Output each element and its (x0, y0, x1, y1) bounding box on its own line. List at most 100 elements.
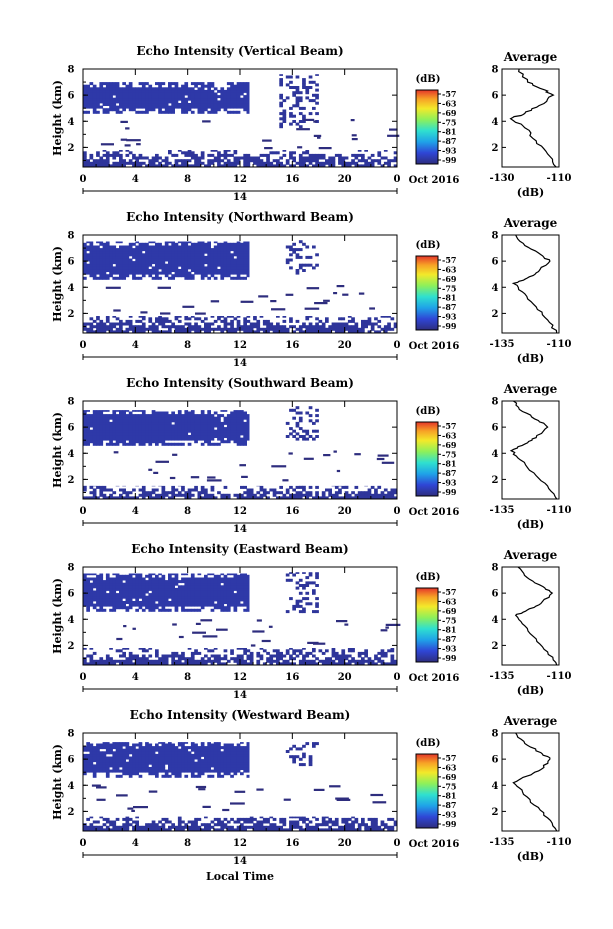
colorbar-unit: (dB) (416, 406, 441, 417)
x-tick-label: 0 (80, 340, 87, 351)
profile-y-tick-label: 6 (492, 589, 499, 600)
profile-x-label: (dB) (517, 186, 544, 199)
sparse-echo (100, 118, 400, 150)
y-tick-label: 6 (68, 257, 75, 268)
profile-y-tick-label: 6 (492, 257, 499, 268)
profile-frame (501, 566, 560, 666)
date-label: Oct 2016 (409, 341, 460, 352)
profile-y-tick-label: 6 (492, 755, 499, 766)
y-axis-label: Height (km) (51, 246, 64, 322)
y-tick-label: 4 (68, 283, 75, 294)
colorbar (415, 255, 439, 331)
y-tick-label: 6 (68, 755, 75, 766)
profile-frame (501, 732, 560, 832)
sparse-echo (105, 285, 375, 315)
profile-line (514, 566, 558, 666)
colorbar-label: -69 (442, 440, 457, 450)
profile-y-tick-label: 8 (492, 65, 499, 76)
colorbar-label: -57 (442, 89, 456, 99)
sparse-echo (91, 784, 387, 812)
colorbar-label: -99 (442, 487, 457, 497)
y-tick-label: 8 (68, 231, 75, 242)
profile-y-tick-label: 6 (492, 91, 499, 102)
x-tick-label: 0 (80, 174, 87, 185)
x-tick-label: 0 (394, 672, 401, 683)
y-tick-label: 6 (68, 91, 75, 102)
x-tick-label: 12 (233, 506, 247, 517)
profile-frame (501, 234, 560, 334)
profile-title: Average (503, 50, 558, 64)
colorbar-label: -63 (442, 762, 457, 772)
profile-line (511, 234, 558, 334)
echo-panel-4: Echo Intensity (Westward Beam) 2 4 6 8 Height… (51, 708, 572, 867)
echo-region-cloud-layer (83, 742, 250, 778)
x-tick-label: 4 (132, 174, 139, 185)
profile-x-tick-label: -135 (489, 837, 514, 848)
colorbar-label: -57 (442, 421, 456, 431)
x-tick-label: 8 (184, 838, 191, 849)
echo-region-scattered-echo (285, 572, 319, 614)
profile-y-tick-label: 2 (492, 807, 499, 818)
colorbar-label: -93 (442, 644, 457, 654)
sparse-echo (113, 450, 395, 482)
profile-x-tick-label: -135 (489, 339, 514, 350)
x-tick-label: 20 (338, 506, 352, 517)
x-tick-label: 16 (285, 838, 299, 849)
echo-region-near-surface-echo (83, 485, 398, 500)
profile-line (512, 732, 558, 832)
date-label: Oct 2016 (409, 839, 460, 850)
day-label: 14 (233, 690, 247, 701)
x-tick-label: 20 (338, 838, 352, 849)
colorbar-unit: (dB) (416, 74, 441, 85)
echo-region-cloud-layer (83, 410, 250, 446)
profile-y-tick-label: 2 (492, 309, 499, 320)
echo-region-near-surface-echo (83, 816, 398, 832)
y-tick-label: 4 (68, 449, 75, 460)
colorbar-label: -81 (442, 625, 456, 635)
profile-panel-2: Average 2 4 6 8 -135 -110(dB) (489, 382, 571, 531)
colorbar-label: -93 (442, 478, 457, 488)
profile-x-tick-label: -110 (546, 173, 571, 184)
profile-y-tick-label: 6 (492, 423, 499, 434)
colorbar-label: -69 (442, 772, 457, 782)
echo-panel-2: Echo Intensity (Southward Beam) 2 4 6 8 Heigh… (51, 376, 572, 535)
colorbar-unit: (dB) (416, 572, 441, 583)
profile-line (509, 400, 558, 500)
colorbar-label: -81 (442, 293, 456, 303)
colorbar-label: -87 (442, 468, 456, 478)
colorbar-label: -99 (442, 819, 457, 829)
x-tick-label: 8 (184, 506, 191, 517)
y-tick-label: 2 (68, 475, 75, 486)
x-tick-label: 12 (233, 838, 247, 849)
y-tick-label: 2 (68, 641, 75, 652)
y-axis-label: Height (km) (51, 744, 64, 820)
echo-region-cloud-layer (83, 573, 250, 612)
x-tick-label: 4 (132, 672, 139, 683)
profile-x-tick-label: -110 (546, 339, 571, 350)
panel-title: Echo Intensity (Northward Beam) (126, 210, 354, 224)
profile-y-tick-label: 8 (492, 729, 499, 740)
colorbar-label: -57 (442, 255, 456, 265)
colorbar-unit: (dB) (416, 738, 441, 749)
x-tick-label: 4 (132, 838, 139, 849)
profile-y-tick-label: 2 (492, 641, 499, 652)
y-tick-label: 8 (68, 563, 75, 574)
y-tick-label: 6 (68, 423, 75, 434)
colorbar-label: -75 (442, 283, 456, 293)
colorbar-label: -75 (442, 781, 456, 791)
x-tick-label: 16 (285, 672, 299, 683)
colorbar-label: -63 (442, 596, 457, 606)
profile-y-tick-label: 4 (492, 117, 499, 128)
date-label: Oct 2016 (409, 175, 460, 186)
colorbar-label: -87 (442, 136, 456, 146)
profile-title: Average (503, 382, 558, 396)
panel-title: Echo Intensity (Eastward Beam) (131, 542, 348, 556)
colorbar-label: -99 (442, 321, 457, 331)
colorbar (415, 587, 439, 663)
colorbar-label: -63 (442, 98, 457, 108)
colorbar (415, 421, 439, 497)
colorbar-label: -63 (442, 430, 457, 440)
profile-panel-0: Average 2 4 6 8 -130 -110(dB) (489, 50, 571, 199)
colorbar-label: -63 (442, 264, 457, 274)
day-label: 14 (233, 192, 247, 203)
